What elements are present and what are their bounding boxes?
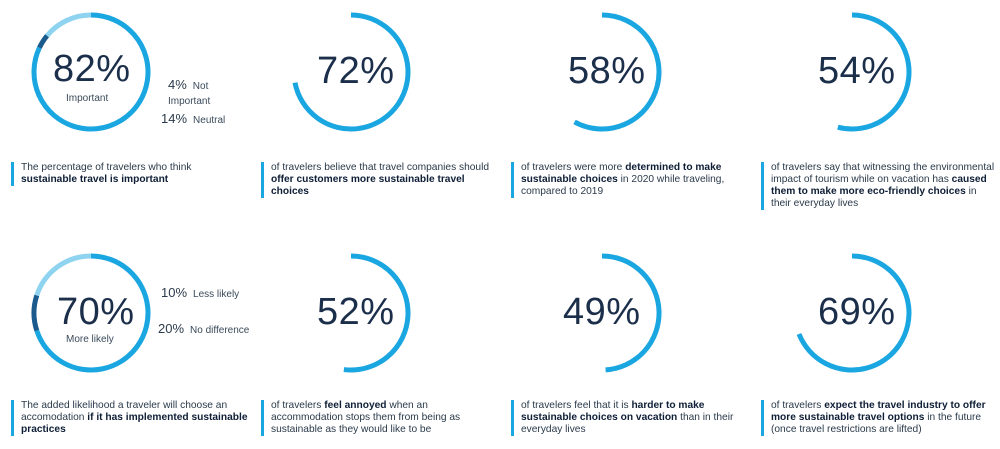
legend-value: 14%: [161, 111, 188, 126]
stat-description: of travelers feel annoyed when an accomm…: [261, 400, 499, 436]
legend-item-less-likely: 10% Less likely: [161, 285, 239, 300]
donut-chart: [796, 253, 912, 373]
desc-emphasis: sustainable travel is important: [21, 174, 169, 185]
legend-label: Neutral: [193, 115, 226, 126]
legend-value: 10%: [161, 285, 188, 300]
donut-chart: [343, 253, 411, 373]
donut-segment: [796, 253, 912, 373]
stat-description: of travelers believe that travel compani…: [261, 162, 499, 198]
desc-emphasis: feel annoyed: [324, 400, 387, 411]
legend-item-neutral: 14% Neutral: [161, 111, 225, 126]
desc-text: of travelers: [771, 400, 822, 411]
donut-chart: [31, 12, 151, 132]
desc-text: of travelers feel that it is: [521, 400, 629, 411]
donut-segment: [34, 253, 151, 373]
center-value: 72%: [317, 50, 395, 92]
stat-description: of travelers were more determined to mak…: [511, 162, 749, 198]
stat-description: of travelers feel that it is harder to m…: [511, 400, 749, 436]
desc-tail: in the future (once travel restrictions …: [771, 412, 982, 435]
desc-emphasis: determined to make sustainable choices: [521, 162, 722, 185]
stat-card-sustainable-important: 82% Important 4% Not Important 14% Neutral…: [0, 0, 250, 224]
donut-chart: [837, 12, 912, 132]
center-label: Important: [66, 93, 109, 104]
legend-label: Not Important: [168, 81, 211, 107]
legend-label: Less likely: [193, 289, 240, 300]
stat-description: The percentage of travelers who think su…: [11, 162, 249, 186]
desc-emphasis: expect the travel industry to offer more…: [771, 400, 986, 423]
donut-chart: [573, 12, 662, 132]
center-value: 52%: [317, 291, 395, 333]
stat-card-determined: 58% of travelers were more determined to…: [500, 0, 750, 224]
desc-text: The percentage of travelers who think: [21, 162, 192, 173]
donut-segment: [31, 12, 151, 132]
desc-text: of travelers were more: [521, 162, 623, 173]
center-value: 54%: [818, 50, 896, 92]
stat-description: The added likelihood a traveler will cho…: [11, 400, 249, 436]
legend-value: 20%: [158, 321, 185, 336]
legend-item-no-difference: 20% No difference: [158, 321, 249, 336]
donut-segment: [292, 12, 411, 132]
desc-tail: than in their everyday lives: [521, 412, 734, 435]
legend-label: No difference: [190, 325, 250, 336]
desc-tail: in 2020 while traveling, compared to 201…: [521, 174, 725, 197]
stat-card-expect-industry: 69% of travelers expect the travel indus…: [750, 224, 1000, 448]
donut-chart: [292, 12, 411, 132]
desc-text: of travelers believe that travel compani…: [271, 162, 490, 173]
desc-text: The added likelihood a traveler will cho…: [21, 400, 228, 423]
desc-text: of travelers: [271, 400, 322, 411]
donut-chart: [601, 253, 662, 373]
desc-tail: when an accommodation stops them from be…: [271, 400, 461, 435]
donut-segment: [837, 12, 912, 132]
stat-card-accommodation-likelihood: 70% More likely 10% Less likely 20% No dif…: [0, 224, 250, 448]
stat-card-feel-annoyed: 52% of travelers feel annoyed when an ac…: [250, 224, 500, 448]
stat-card-companies-offer: 72% of travelers believe that travel com…: [250, 0, 500, 224]
legend-item-not-important: 4% Not Important: [168, 77, 250, 107]
center-label: More likely: [66, 334, 114, 345]
stat-card-harder-on-vacation: 49% of travelers feel that it is harder …: [500, 224, 750, 448]
center-value: 82%: [53, 48, 131, 90]
stat-description: of travelers say that witnessing the env…: [761, 162, 999, 210]
center-value: 49%: [563, 291, 641, 333]
center-value: 70%: [57, 291, 135, 333]
donut-segment: [573, 12, 662, 132]
desc-tail: in their everyday lives: [771, 186, 977, 209]
donut-segment: [343, 253, 411, 373]
desc-emphasis: if it has implemented sustainable practi…: [21, 412, 248, 435]
stat-card-eco-friendly: 54% of travelers say that witnessing the…: [750, 0, 1000, 224]
center-value: 58%: [568, 50, 646, 92]
desc-emphasis: caused them to make more eco-friendly ch…: [771, 174, 987, 197]
donut-segment: [601, 253, 662, 373]
donut-segment: [45, 12, 92, 38]
donut-segment: [31, 294, 40, 332]
legend-value: 4%: [168, 77, 187, 92]
donut-chart: [31, 253, 151, 373]
stat-description: of travelers expect the travel industry …: [761, 400, 999, 436]
donut-segment: [34, 253, 92, 297]
center-value: 69%: [818, 291, 896, 333]
donut-segment: [37, 34, 50, 49]
desc-text: of travelers say that witnessing the env…: [771, 162, 995, 185]
desc-emphasis: harder to make sustainable choices on va…: [521, 400, 705, 423]
desc-emphasis: offer customers more sustainable travel …: [271, 174, 465, 197]
